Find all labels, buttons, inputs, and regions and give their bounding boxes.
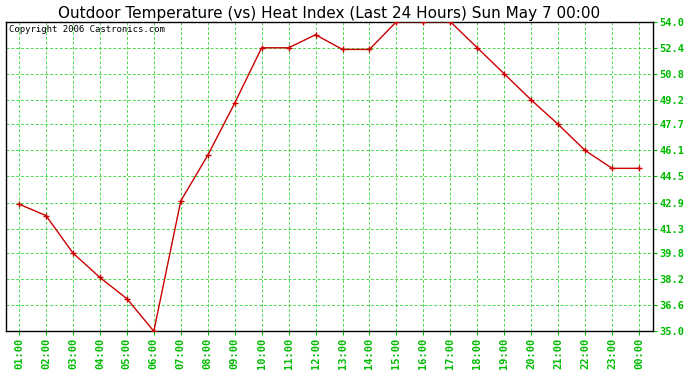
- Text: Copyright 2006 Castronics.com: Copyright 2006 Castronics.com: [9, 25, 165, 34]
- Title: Outdoor Temperature (vs) Heat Index (Last 24 Hours) Sun May 7 00:00: Outdoor Temperature (vs) Heat Index (Las…: [58, 6, 600, 21]
